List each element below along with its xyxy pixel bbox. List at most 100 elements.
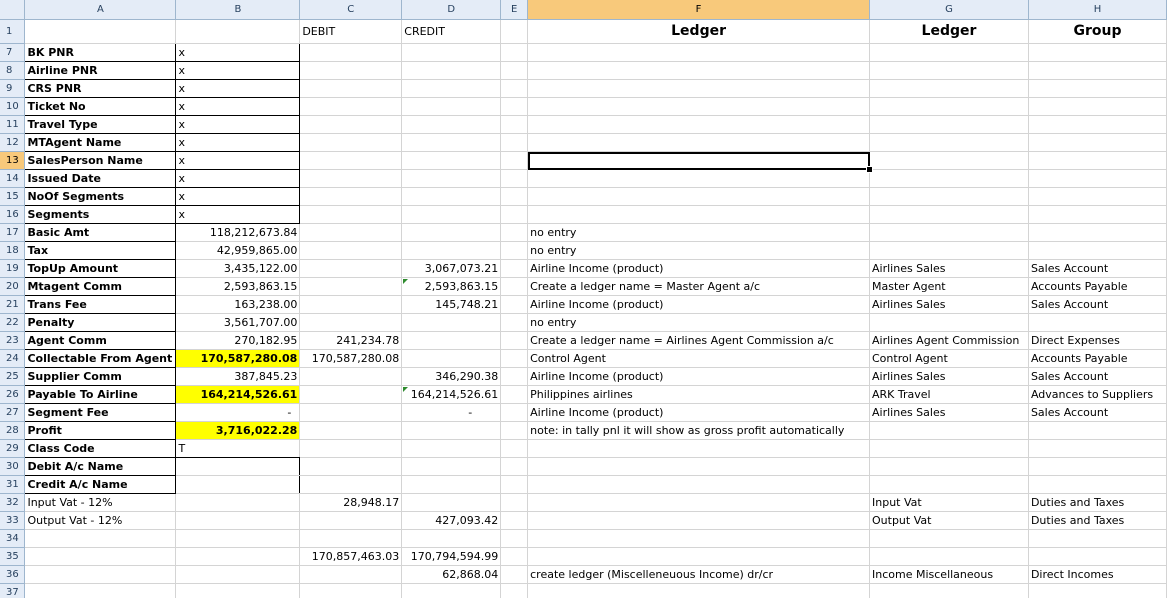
cell-f18[interactable]: no entry bbox=[527, 241, 870, 260]
cell-a8[interactable]: Airline PNR bbox=[24, 61, 177, 80]
cell-b7[interactable]: x bbox=[175, 43, 301, 62]
cell-b29[interactable]: T bbox=[175, 439, 301, 458]
row-header-16[interactable]: 16 bbox=[0, 205, 26, 224]
cell-d12[interactable] bbox=[401, 133, 502, 152]
row-header-32[interactable]: 32 bbox=[0, 493, 26, 512]
cell-a10[interactable]: Ticket No bbox=[24, 97, 177, 116]
cell-g14[interactable] bbox=[869, 169, 1029, 188]
cell-e30[interactable] bbox=[500, 457, 529, 476]
cell-g34[interactable] bbox=[869, 529, 1029, 548]
cell-d18[interactable] bbox=[401, 241, 502, 260]
cell-g25[interactable]: Airlines Sales bbox=[869, 367, 1029, 386]
cell-c11[interactable] bbox=[299, 115, 403, 134]
cell-h37[interactable] bbox=[1028, 583, 1167, 598]
cell-h17[interactable] bbox=[1028, 223, 1167, 242]
cell-g26[interactable]: ARK Travel bbox=[869, 385, 1029, 404]
cell-g10[interactable] bbox=[869, 97, 1029, 116]
cell-c7[interactable] bbox=[299, 43, 403, 62]
cell-f22[interactable]: no entry bbox=[527, 313, 870, 332]
cell-g29[interactable] bbox=[869, 439, 1029, 458]
cell-b34[interactable] bbox=[175, 529, 301, 548]
cell-c8[interactable] bbox=[299, 61, 403, 80]
fill-handle[interactable] bbox=[865, 165, 873, 173]
cell-f27[interactable]: Airline Income (product) bbox=[527, 403, 870, 422]
cell-b30[interactable] bbox=[175, 457, 301, 476]
cell-f17[interactable]: no entry bbox=[527, 223, 870, 242]
cell-h8[interactable] bbox=[1028, 61, 1167, 80]
row-header-25[interactable]: 25 bbox=[0, 367, 26, 386]
cell-f23[interactable]: Create a ledger name = Airlines Agent Co… bbox=[527, 331, 870, 350]
column-header-a[interactable]: A bbox=[24, 0, 177, 20]
cell-a34[interactable] bbox=[24, 529, 177, 548]
cell-a26[interactable]: Payable To Airline bbox=[24, 385, 177, 404]
cell-g36[interactable]: Income Miscellaneous bbox=[869, 565, 1029, 584]
cell-a25[interactable]: Supplier Comm bbox=[24, 367, 177, 386]
cell-e17[interactable] bbox=[500, 223, 529, 242]
cell-c17[interactable] bbox=[299, 223, 403, 242]
cell-a13[interactable]: SalesPerson Name bbox=[24, 151, 177, 170]
cell-e21[interactable] bbox=[500, 295, 529, 314]
row-header-7[interactable]: 7 bbox=[0, 43, 26, 62]
cell-h15[interactable] bbox=[1028, 187, 1167, 206]
cell-c16[interactable] bbox=[299, 205, 403, 224]
cell-b14[interactable]: x bbox=[175, 169, 301, 188]
cell-d33[interactable]: 427,093.42 bbox=[401, 511, 502, 530]
column-header-g[interactable]: G bbox=[869, 0, 1029, 20]
cell-b10[interactable]: x bbox=[175, 97, 301, 116]
cell-e28[interactable] bbox=[500, 421, 529, 440]
cell-c13[interactable] bbox=[299, 151, 403, 170]
select-all-corner[interactable] bbox=[0, 0, 26, 20]
cell-b13[interactable]: x bbox=[175, 151, 301, 170]
cell-d14[interactable] bbox=[401, 169, 502, 188]
cell-d20[interactable]: 2,593,863.15 bbox=[401, 277, 502, 296]
cell-g17[interactable] bbox=[869, 223, 1029, 242]
cell-b15[interactable]: x bbox=[175, 187, 301, 206]
cell-f28[interactable]: note: in tally pnl it will show as gross… bbox=[527, 421, 870, 440]
cell-e34[interactable] bbox=[500, 529, 529, 548]
cell-f36[interactable]: create ledger (Miscelleneuous Income) dr… bbox=[527, 565, 870, 584]
cell-a9[interactable]: CRS PNR bbox=[24, 79, 177, 98]
cell-d27[interactable]: - bbox=[401, 403, 502, 422]
cell-d15[interactable] bbox=[401, 187, 502, 206]
cell-d10[interactable] bbox=[401, 97, 502, 116]
cell-g21[interactable]: Airlines Sales bbox=[869, 295, 1029, 314]
cell-d19[interactable]: 3,067,073.21 bbox=[401, 259, 502, 278]
cell-f1[interactable]: Ledger bbox=[527, 19, 870, 44]
cell-b12[interactable]: x bbox=[175, 133, 301, 152]
cell-c26[interactable] bbox=[299, 385, 403, 404]
cell-e32[interactable] bbox=[500, 493, 529, 512]
cell-h32[interactable]: Duties and Taxes bbox=[1028, 493, 1167, 512]
row-header-13[interactable]: 13 bbox=[0, 151, 26, 170]
cell-f16[interactable] bbox=[527, 205, 870, 224]
cell-e19[interactable] bbox=[500, 259, 529, 278]
row-header-22[interactable]: 22 bbox=[0, 313, 26, 332]
cell-b35[interactable] bbox=[175, 547, 301, 566]
cell-g13[interactable] bbox=[869, 151, 1029, 170]
row-header-8[interactable]: 8 bbox=[0, 61, 26, 80]
cell-d21[interactable]: 145,748.21 bbox=[401, 295, 502, 314]
cell-e15[interactable] bbox=[500, 187, 529, 206]
cell-h18[interactable] bbox=[1028, 241, 1167, 260]
cell-b17[interactable]: 118,212,673.84 bbox=[175, 223, 301, 242]
cell-a19[interactable]: TopUp Amount bbox=[24, 259, 177, 278]
cell-d35[interactable]: 170,794,594.99 bbox=[401, 547, 502, 566]
cell-d24[interactable] bbox=[401, 349, 502, 368]
cell-c34[interactable] bbox=[299, 529, 403, 548]
cell-c33[interactable] bbox=[299, 511, 403, 530]
cell-e20[interactable] bbox=[500, 277, 529, 296]
cell-h13[interactable] bbox=[1028, 151, 1167, 170]
cell-c30[interactable] bbox=[299, 457, 403, 476]
cell-h29[interactable] bbox=[1028, 439, 1167, 458]
cell-d9[interactable] bbox=[401, 79, 502, 98]
row-header-21[interactable]: 21 bbox=[0, 295, 26, 314]
cell-a16[interactable]: Segments bbox=[24, 205, 177, 224]
cell-d36[interactable]: 62,868.04 bbox=[401, 565, 502, 584]
cell-g24[interactable]: Control Agent bbox=[869, 349, 1029, 368]
cell-g18[interactable] bbox=[869, 241, 1029, 260]
cell-f12[interactable] bbox=[527, 133, 870, 152]
cell-e35[interactable] bbox=[500, 547, 529, 566]
cell-c36[interactable] bbox=[299, 565, 403, 584]
cell-c31[interactable] bbox=[299, 475, 403, 494]
cell-d23[interactable] bbox=[401, 331, 502, 350]
cell-f11[interactable] bbox=[527, 115, 870, 134]
